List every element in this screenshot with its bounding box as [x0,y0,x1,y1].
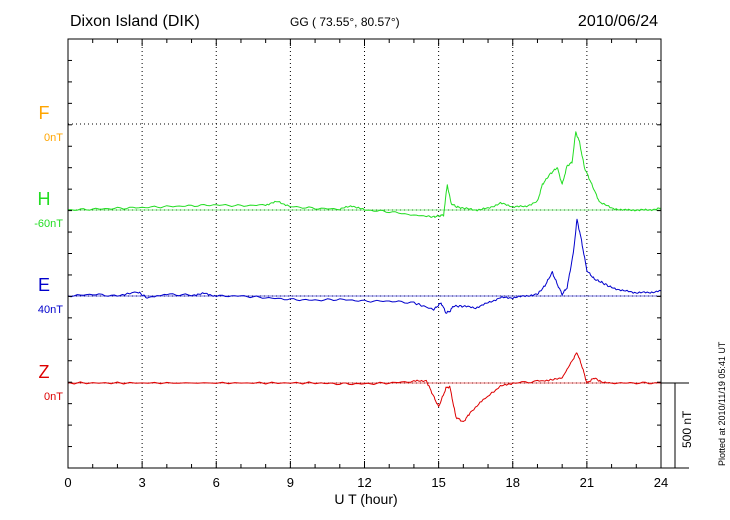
x-tick-label: 15 [431,475,445,490]
series-labels: F 0nT H -60nT E 40nT Z 0nT [34,103,63,403]
x-tick-label: 24 [654,475,668,490]
x-tick-label: 9 [287,475,294,490]
x-tick-label: 6 [213,475,220,490]
plotted-timestamp: Plotted at 2010/11/19 05:41 UT [717,341,727,466]
x-axis-label: U T (hour) [334,491,397,507]
series-name-f: F [39,103,50,123]
series-name-h: H [38,189,51,209]
station-coordinates: GG ( 73.55°, 80.57°) [290,15,400,29]
x-tick-labels: 0 3 6 9 12 15 18 21 24 [64,475,668,490]
series-name-e: E [38,275,50,295]
x-tick-label: 21 [580,475,594,490]
scale-bar-label: 500 nT [680,410,694,448]
series-baseline-z: 0nT [44,391,63,403]
station-title: Dixon Island (DIK) [70,13,200,30]
axis-ticks [67,38,662,469]
series-baseline-h: -60nT [34,218,63,230]
series-baseline-f: 0nT [44,132,63,144]
scale-bar: 500 nT [661,382,694,469]
trace-h [67,131,662,218]
series-traces [67,131,662,422]
trace-z [67,352,662,422]
x-tick-label: 0 [64,475,71,490]
x-tick-label: 12 [357,475,371,490]
series-baseline-e: 40nT [38,304,63,316]
trace-e [67,218,662,314]
grid-lines [68,39,661,468]
x-tick-label: 18 [506,475,520,490]
series-name-z: Z [39,362,50,382]
x-tick-label: 3 [139,475,146,490]
date-label: 2010/06/24 [578,13,658,30]
